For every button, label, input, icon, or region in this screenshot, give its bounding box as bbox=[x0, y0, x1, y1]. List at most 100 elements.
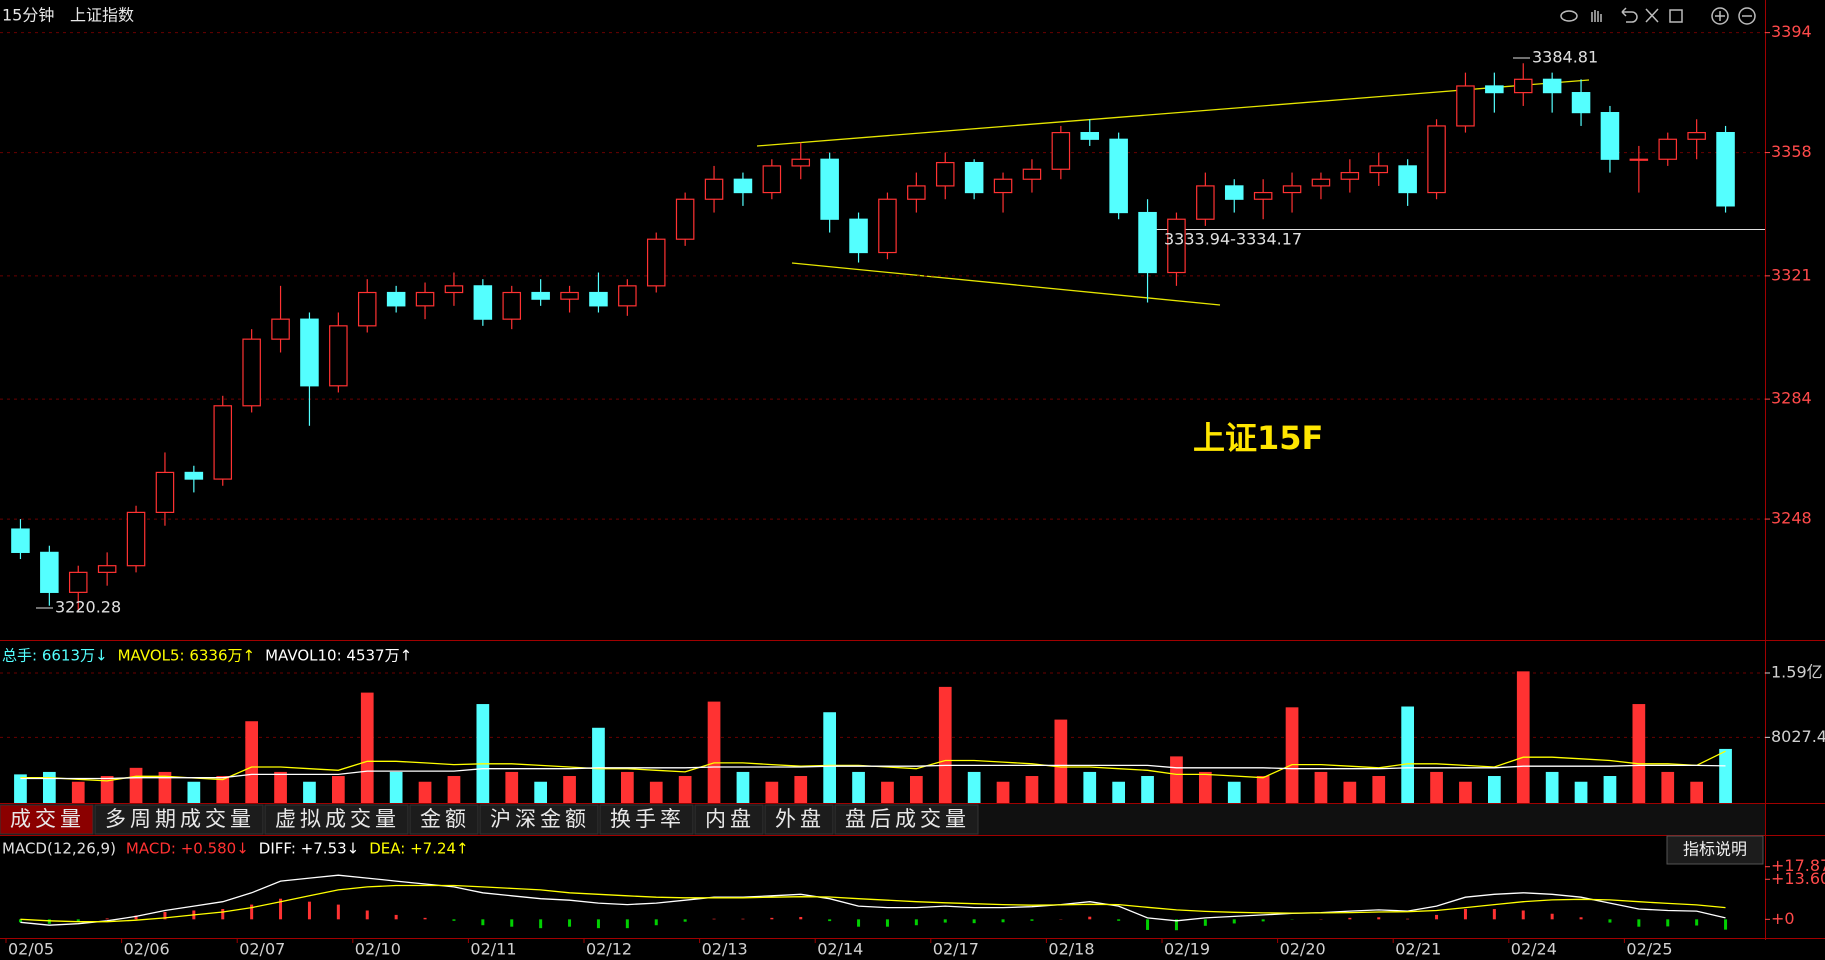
candle-body bbox=[935, 161, 955, 187]
candle-body bbox=[1340, 171, 1360, 180]
y-tick-label: +17.87 bbox=[1771, 856, 1825, 875]
undo-icon[interactable] bbox=[1621, 7, 1638, 23]
button-label: 指标说明 bbox=[1683, 840, 1747, 859]
volume-bar bbox=[909, 776, 923, 803]
legend-entry: DIFF: +7.53↓ bbox=[259, 840, 359, 858]
tab[interactable]: 换手率 bbox=[599, 804, 694, 835]
chart-title: 上证指数 bbox=[70, 6, 134, 25]
volume-bar bbox=[360, 692, 374, 803]
candle-body bbox=[1196, 185, 1215, 220]
indicator-button[interactable]: 指标说明 bbox=[1666, 835, 1764, 865]
legend-entry: 总手: 6613万↓ bbox=[2, 647, 108, 665]
tab-label: 虚拟成交量 bbox=[275, 807, 400, 831]
tab[interactable]: 多周期成交量 bbox=[94, 804, 264, 835]
tab-label: 内盘 bbox=[705, 807, 755, 831]
candle-body bbox=[646, 238, 666, 287]
tab-background bbox=[764, 804, 834, 835]
candle-body bbox=[213, 405, 233, 480]
volume-bar bbox=[158, 771, 172, 803]
volume-bar bbox=[1632, 704, 1646, 803]
candle-body bbox=[40, 551, 59, 593]
volume-bar bbox=[245, 721, 259, 803]
volume-bar bbox=[216, 776, 230, 803]
volume-bar bbox=[1487, 776, 1501, 803]
volume-bar bbox=[476, 704, 490, 803]
volume-bar bbox=[765, 781, 779, 803]
x-tick-label: 02/10 bbox=[355, 940, 401, 959]
volume-bar bbox=[736, 771, 750, 803]
zoom-in-icon[interactable] bbox=[1711, 7, 1729, 25]
x-tick-label: 02/21 bbox=[1395, 940, 1441, 959]
tab-label: 外盘 bbox=[775, 807, 825, 831]
candle-body bbox=[97, 565, 117, 573]
tab[interactable]: 内盘 bbox=[694, 804, 764, 835]
y-tick-label: 8027.4 bbox=[1771, 727, 1825, 746]
trend-line bbox=[791, 262, 1221, 306]
candle-body bbox=[560, 291, 579, 300]
candle-body bbox=[1571, 92, 1591, 114]
volume-bar bbox=[1170, 756, 1183, 803]
tab[interactable]: 成交量 bbox=[0, 804, 94, 835]
x-tick-label: 02/18 bbox=[1048, 940, 1094, 959]
volume-bar bbox=[1690, 781, 1704, 803]
volume-bar bbox=[1516, 671, 1530, 803]
volume-bar bbox=[331, 776, 345, 803]
legend-entry: MAVOL5: 6336万↑ bbox=[118, 647, 256, 665]
volume-bar bbox=[1574, 781, 1588, 803]
y-tick-label: 3284 bbox=[1771, 389, 1812, 408]
candle-body bbox=[271, 318, 290, 340]
hand-icon[interactable] bbox=[1591, 10, 1602, 22]
tab[interactable]: 外盘 bbox=[764, 804, 834, 835]
x-tick-label: 02/20 bbox=[1280, 940, 1326, 959]
volume-bar bbox=[1719, 748, 1732, 803]
tab-label: 换手率 bbox=[610, 807, 685, 831]
x-tick-label: 02/14 bbox=[817, 940, 863, 959]
volume-bar bbox=[1545, 771, 1559, 803]
candle-body bbox=[1629, 158, 1649, 161]
tab[interactable]: 沪深金额 bbox=[479, 804, 599, 835]
cut-icon[interactable] bbox=[1645, 8, 1659, 23]
trend-line bbox=[756, 79, 1590, 147]
volume-bar bbox=[1227, 781, 1241, 803]
volume-bar bbox=[794, 776, 808, 803]
candle-body bbox=[502, 291, 522, 320]
x-tick-label: 02/17 bbox=[933, 940, 979, 959]
candle-body bbox=[1600, 112, 1620, 160]
candle-body bbox=[68, 571, 88, 593]
x-tick-label: 02/06 bbox=[124, 940, 170, 959]
tab[interactable]: 虚拟成交量 bbox=[264, 804, 409, 835]
button-background bbox=[1666, 835, 1764, 865]
lock-icon[interactable] bbox=[1669, 9, 1683, 23]
x-tick-label: 02/13 bbox=[702, 940, 748, 959]
tab-label: 金额 bbox=[420, 807, 470, 831]
candle-body bbox=[11, 528, 30, 553]
tab[interactable]: 金额 bbox=[409, 804, 479, 835]
y-tick-label: 3248 bbox=[1771, 509, 1812, 528]
tab-label: 盘后成交量 bbox=[845, 807, 970, 831]
volume-bar bbox=[649, 781, 663, 803]
legend-entry: MACD: +0.580↓ bbox=[126, 840, 249, 858]
y-tick-label: +0 bbox=[1771, 909, 1795, 928]
x-tick-label: 02/07 bbox=[239, 940, 285, 959]
tab[interactable]: 盘后成交量 bbox=[834, 804, 979, 835]
x-tick-label: 02/05 bbox=[8, 940, 54, 959]
candle-body bbox=[184, 471, 204, 480]
volume-bar bbox=[881, 781, 894, 803]
volume-bar bbox=[1025, 776, 1039, 803]
zoom-out-icon[interactable] bbox=[1738, 7, 1756, 25]
period-label: 15分钟 bbox=[2, 6, 54, 25]
legend-entry: DEA: +7.24↑ bbox=[369, 840, 468, 858]
x-tick-label: 02/12 bbox=[586, 940, 632, 959]
candle-body bbox=[762, 165, 782, 194]
volume-bar bbox=[1054, 719, 1068, 803]
candle-body bbox=[1051, 131, 1071, 170]
tab-background bbox=[479, 804, 599, 835]
legend-entry: MACD(12,26,9) bbox=[2, 840, 116, 858]
volume-bar bbox=[1661, 771, 1675, 803]
volume-bar bbox=[592, 727, 605, 803]
volume-bar bbox=[1430, 771, 1443, 803]
candle-body bbox=[126, 511, 146, 567]
view-icon[interactable] bbox=[1560, 10, 1578, 22]
volume-bar bbox=[1285, 707, 1299, 803]
candle-body bbox=[1658, 138, 1678, 160]
